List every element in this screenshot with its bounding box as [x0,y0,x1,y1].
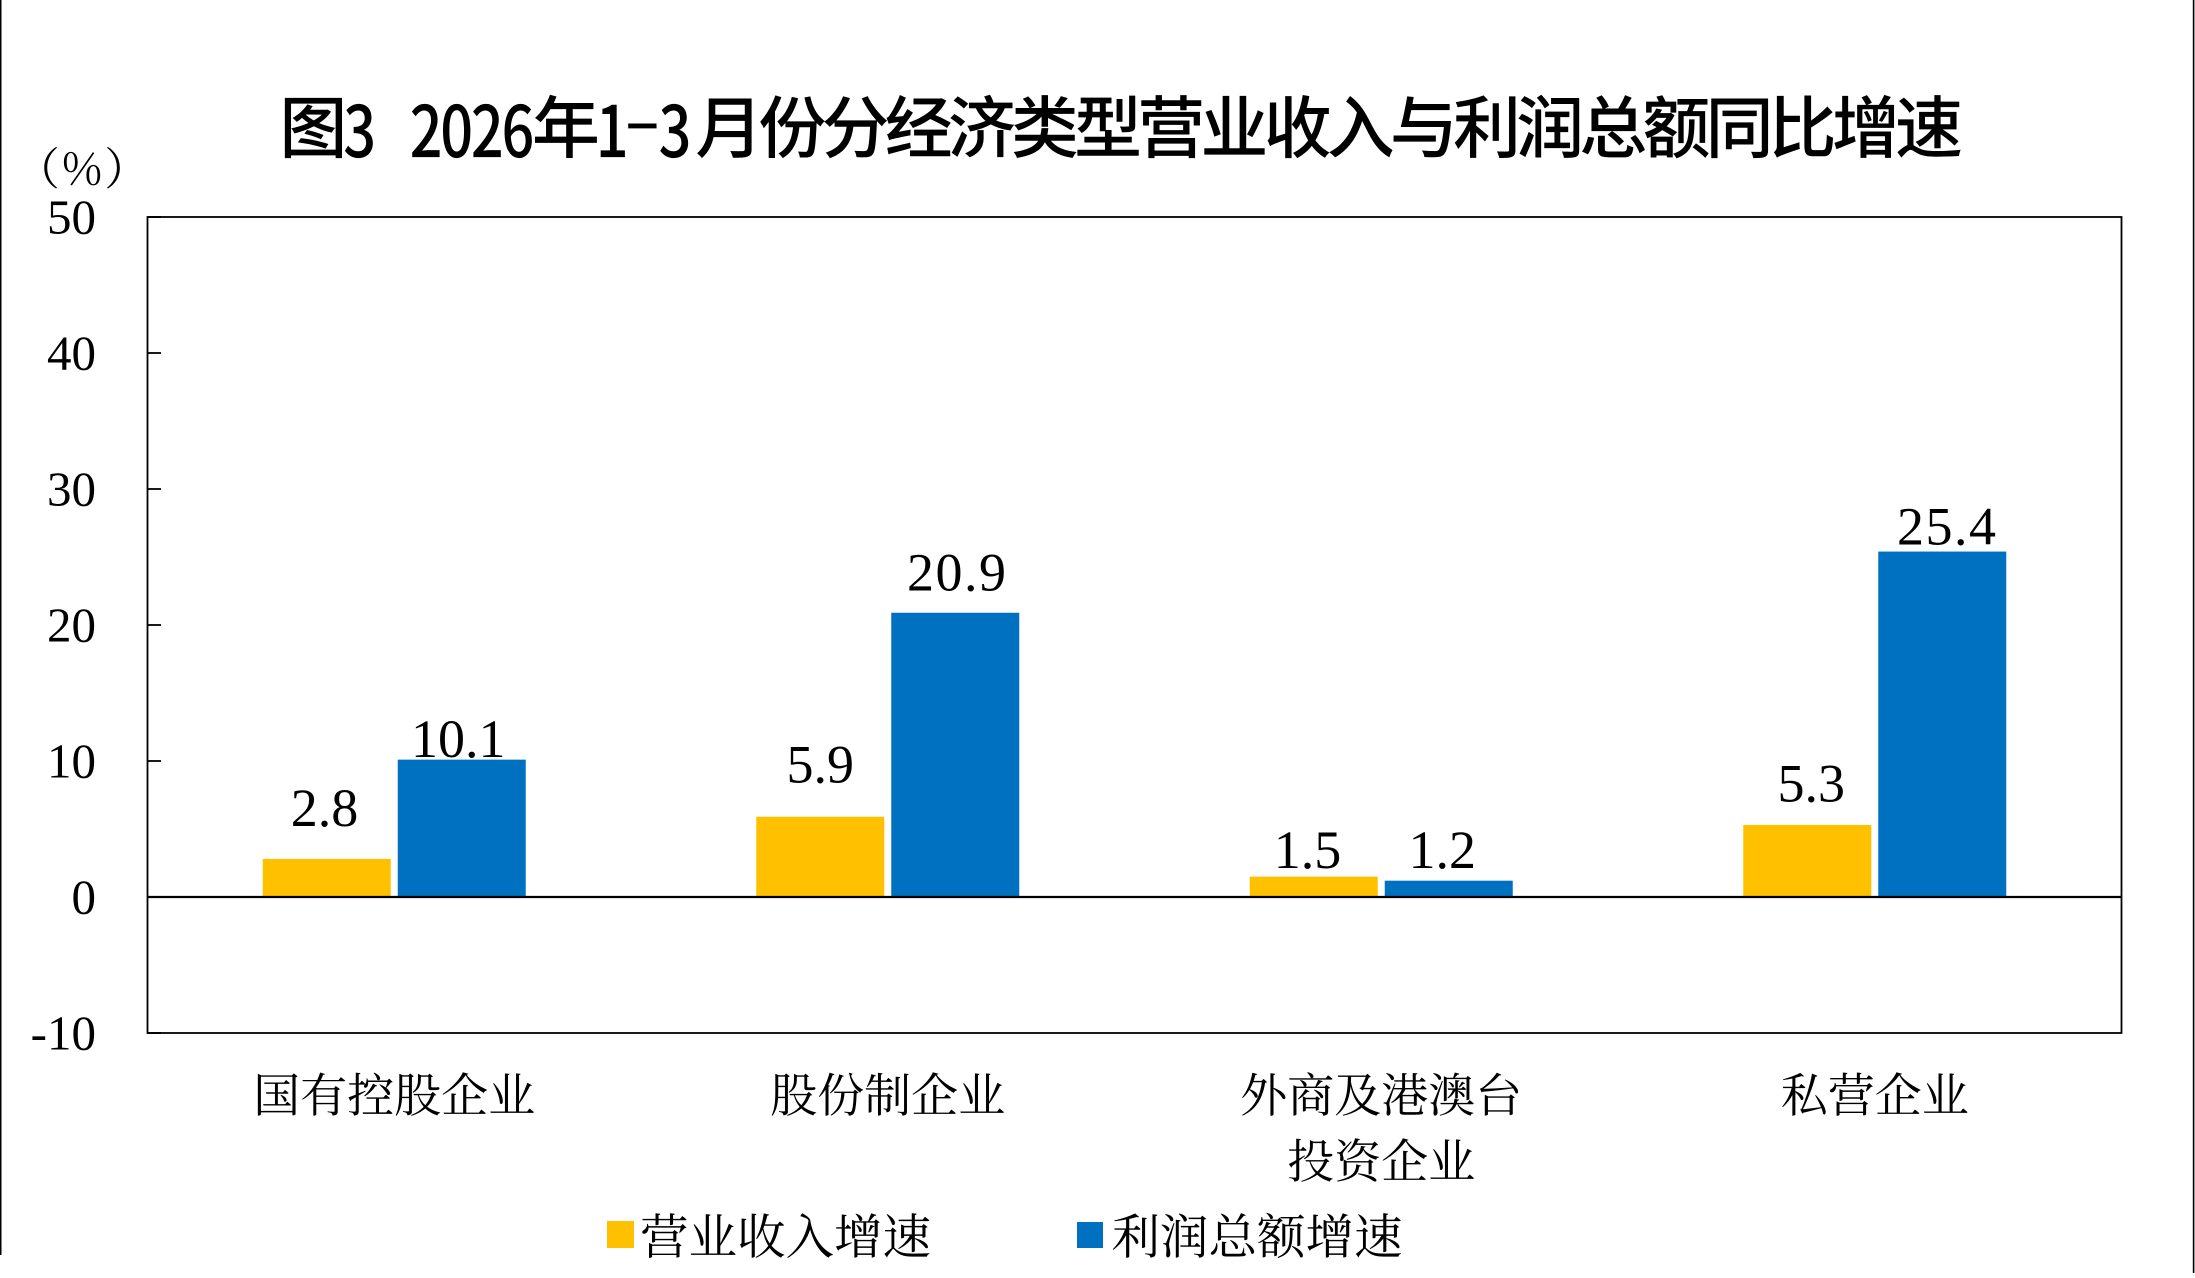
svg-text:-10: -10 [31,1005,96,1060]
svg-text:10: 10 [47,733,96,788]
svg-text:20: 20 [47,597,96,652]
svg-text:1.2: 1.2 [1408,820,1476,880]
svg-text:5.9: 5.9 [787,735,855,795]
svg-text:30: 30 [47,461,96,516]
svg-text:40: 40 [47,325,96,380]
svg-text:1.5: 1.5 [1274,820,1342,880]
svg-text:5.3: 5.3 [1778,754,1846,814]
svg-text:20.9: 20.9 [907,543,1008,603]
svg-text:2.8: 2.8 [291,778,359,838]
svg-text:0: 0 [72,869,97,924]
svg-text:10.1: 10.1 [411,709,506,769]
svg-text:25.4: 25.4 [1897,496,1998,556]
svg-text:50: 50 [47,189,96,244]
